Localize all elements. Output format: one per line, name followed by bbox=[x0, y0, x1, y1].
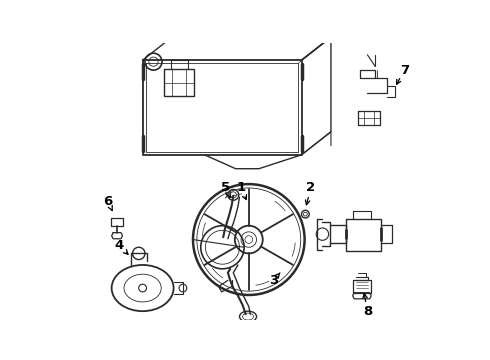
Text: 2: 2 bbox=[306, 181, 316, 194]
Text: 8: 8 bbox=[363, 305, 372, 318]
Text: 1: 1 bbox=[237, 181, 245, 194]
Text: 7: 7 bbox=[400, 64, 409, 77]
Text: 6: 6 bbox=[103, 194, 112, 208]
Text: 5: 5 bbox=[221, 181, 230, 194]
Text: 4: 4 bbox=[115, 239, 124, 252]
Text: 3: 3 bbox=[269, 274, 278, 287]
